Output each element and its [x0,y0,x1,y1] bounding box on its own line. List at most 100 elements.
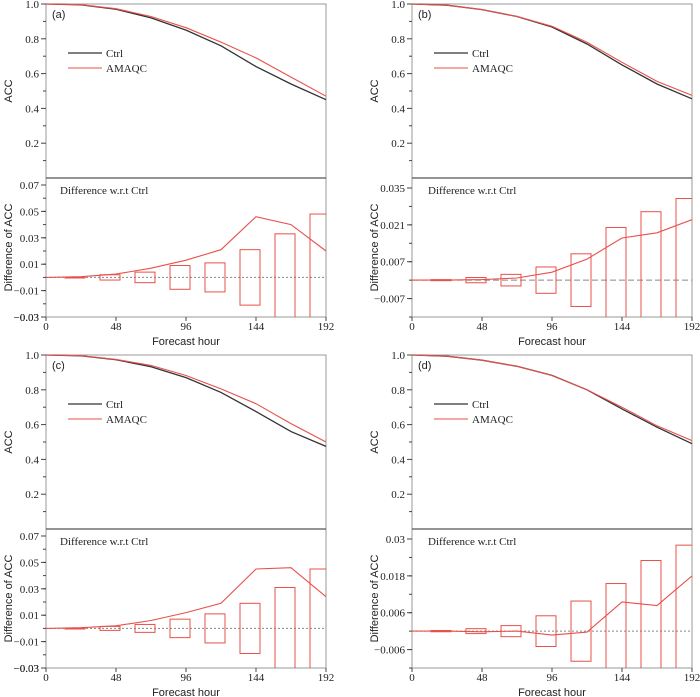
series-line-amaqc [411,354,693,442]
y-axis-title: ACC [369,430,381,453]
x-tick-label: 96 [181,672,193,684]
confidence-box [239,602,261,654]
diff-plot-frame [411,177,693,318]
panel-label: (b) [418,9,431,21]
series-line-ctrl [411,354,693,445]
diff-plot-frame [45,528,327,669]
confidence-box [204,262,226,293]
legend: Ctrl AMAQC [434,399,513,426]
x-tick-label: 0 [43,321,49,333]
difference-note: Difference w.r.t Ctrl [60,185,148,197]
y-tick-label: 0.6 [391,420,405,432]
difference-line [412,575,692,636]
confidence-box [309,213,326,317]
x-tick-label: 192 [318,321,335,333]
acc-subplot: 0.2 0.4 0.6 0.8 1.0 ACC (a) Ctrl AMAQC [3,0,327,179]
legend: Ctrl AMAQC [68,399,147,426]
confidence-box [239,249,261,306]
confidence-box [605,583,627,668]
y-tick-label: 0.4 [25,103,39,115]
y-tick-label: 0.05 [20,557,40,569]
y-tick-label: −0.007 [374,294,405,306]
diff-y-axis-title: Difference of ACC [3,204,15,292]
acc-plot-frame [411,3,693,179]
confidence-box [204,613,226,644]
y-tick-label: −0.01 [14,286,39,298]
x-tick-label: 144 [614,672,631,684]
panel-label: (a) [52,9,65,21]
y-tick-label: 0.03 [20,584,40,596]
y-tick-label: 0.05 [20,206,40,218]
x-axis-title: Forecast hour [518,336,586,348]
x-tick-label: 144 [248,321,265,333]
difference-subplot: −0.03−0.010.010.030.050.07−0.030 48 96 144 1… [3,177,335,348]
legend-label: Ctrl [472,399,489,411]
x-tick-label: 0 [409,321,415,333]
confidence-box [274,586,296,668]
acc-plot-frame [45,354,327,530]
x-tick-label: 48 [477,321,489,333]
y-tick-label: −0.03 [14,663,40,675]
x-tick-label: 96 [547,321,559,333]
y-tick-label: −0.006 [374,645,405,657]
difference-subplot: −0.006 0.006 0.018 0.03 0 48 96 144 192 Forecast … [369,528,700,697]
panel-d: 0.2 0.4 0.6 0.8 1.0 ACC (d) Ctrl AMAQC −0.006 0.00… [369,350,700,697]
confidence-boxes [430,198,692,317]
y-tick-label: 0.006 [380,608,405,620]
legend-label: AMAQC [472,414,513,426]
x-tick-label: 144 [614,321,631,333]
y-tick-label: 0.03 [386,534,406,546]
legend: Ctrl AMAQC [434,48,513,75]
difference-note: Difference w.r.t Ctrl [428,185,516,197]
y-tick-label: 0.01 [20,259,39,271]
y-tick-label: 1.0 [391,350,405,362]
y-tick-label: 0.01 [20,610,39,622]
y-tick-label: 0.03 [20,233,40,245]
difference-subplot: −0.007 0.007 0.021 0.035 0 48 96 144 192 Forecast… [369,177,700,348]
y-tick-label: −0.03 [14,312,40,324]
y-tick-label: −0.01 [14,637,39,649]
confidence-box [570,600,592,662]
difference-line [46,567,326,629]
acc-subplot: 0.2 0.4 0.6 0.8 1.0 ACC (d) Ctrl AMAQC [369,350,693,530]
diff-y-axis-title: Difference of ACC [369,555,381,643]
acc-subplot: 0.2 0.4 0.6 0.8 1.0 ACC (c) Ctrl AMAQC [3,350,327,530]
y-tick-label: 0.2 [25,489,39,501]
y-tick-label: 0.018 [380,571,405,583]
panel-c: 0.2 0.4 0.6 0.8 1.0 ACC (c) Ctrl AMAQC −0.03 −0.01… [3,350,334,697]
panel-label: (d) [418,360,431,372]
x-axis-title: Forecast hour [152,687,220,697]
y-tick-label: 1.0 [25,350,39,362]
y-tick-label: 0.6 [25,69,39,81]
series-line-ctrl [411,3,693,100]
difference-line [412,219,692,281]
y-tick-label: 0.4 [391,454,405,466]
series-line-amaqc [45,3,327,97]
y-axis-title: ACC [369,79,381,102]
y-tick-label: 0.8 [391,385,405,397]
x-tick-label: 48 [477,672,489,684]
confidence-box [134,623,156,633]
y-tick-label: 0.6 [391,69,405,81]
y-tick-label: 0.2 [391,489,405,501]
legend-label: Ctrl [106,48,123,60]
y-axis-title: ACC [3,79,15,102]
y-tick-label: 0.8 [25,34,39,46]
diff-plot-frame [411,528,693,669]
legend: Ctrl AMAQC [68,48,147,75]
x-tick-label: 192 [318,672,335,684]
legend-label: AMAQC [106,63,147,75]
x-tick-label: 0 [43,672,49,684]
x-tick-label: 96 [547,672,559,684]
series-line-ctrl [45,354,327,447]
panel-a: 0.2 0.4 0.6 0.8 1.0 ACC (a) Ctrl AMAQC −0.03 −0.01… [3,0,334,348]
difference-note: Difference w.r.t Ctrl [428,536,516,548]
difference-line [46,216,326,278]
y-tick-label: 0.035 [380,183,405,195]
x-tick-label: 192 [684,321,700,333]
y-tick-label: 0.007 [380,257,405,269]
x-tick-label: 0 [409,672,415,684]
panel-b: 0.2 0.4 0.6 0.8 1.0 ACC (b) Ctrl AMAQC −0.007 0.00… [369,0,700,348]
y-tick-label: 0.4 [25,454,39,466]
